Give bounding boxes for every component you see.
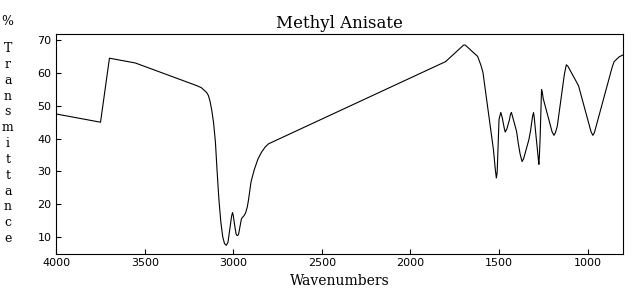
Text: c: c [4,216,11,229]
Text: a: a [4,185,11,198]
Text: e: e [4,232,11,245]
Text: t: t [5,153,10,166]
Text: s: s [4,105,11,118]
Text: r: r [4,58,11,71]
Text: a: a [4,74,11,87]
Text: t: t [5,169,10,182]
X-axis label: Wavenumbers: Wavenumbers [290,274,390,288]
Text: %: % [2,15,13,28]
Text: n: n [4,89,11,102]
Text: m: m [2,121,13,134]
Text: n: n [4,201,11,214]
Text: i: i [6,137,10,150]
Text: T: T [3,42,12,55]
Title: Methyl Anisate: Methyl Anisate [276,15,403,32]
